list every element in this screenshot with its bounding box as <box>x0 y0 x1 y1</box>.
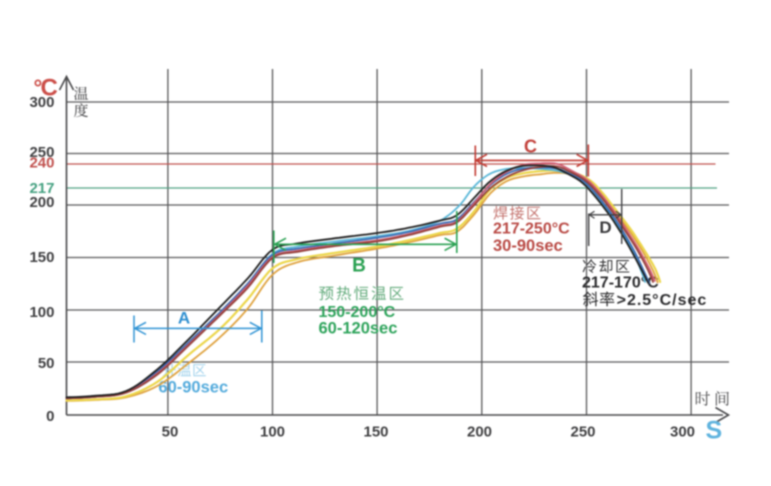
svg-text:300: 300 <box>670 424 695 441</box>
svg-text:D: D <box>599 218 611 237</box>
svg-text:200: 200 <box>467 424 492 441</box>
svg-text:>2.5°C/sec: >2.5°C/sec <box>617 292 708 309</box>
svg-text:A: A <box>178 309 190 328</box>
svg-text:C: C <box>524 137 537 157</box>
svg-text:217-170°C: 217-170°C <box>582 275 659 292</box>
svg-text:60-120sec: 60-120sec <box>319 319 398 337</box>
svg-text:217-250°C: 217-250°C <box>493 220 570 237</box>
svg-text:50: 50 <box>162 424 179 441</box>
svg-text:°: ° <box>34 75 43 100</box>
svg-text:150: 150 <box>29 249 54 266</box>
svg-text:250: 250 <box>29 144 54 161</box>
svg-text:0: 0 <box>46 408 54 425</box>
svg-text:60-90sec: 60-90sec <box>158 378 228 396</box>
svg-text:200: 200 <box>29 194 54 211</box>
svg-text:150: 150 <box>363 424 388 441</box>
svg-text:30-90sec: 30-90sec <box>493 237 563 255</box>
svg-text:C: C <box>41 75 58 102</box>
svg-text:S: S <box>706 417 723 445</box>
svg-text:217: 217 <box>29 180 54 197</box>
svg-text:B: B <box>352 256 366 277</box>
svg-text:300: 300 <box>29 94 54 111</box>
svg-text:100: 100 <box>260 424 285 441</box>
svg-text:50: 50 <box>38 355 55 372</box>
svg-text:100: 100 <box>29 304 54 321</box>
svg-text:150-200°C: 150-200°C <box>319 304 396 321</box>
svg-text:240: 240 <box>29 155 54 172</box>
svg-text:250: 250 <box>570 424 595 441</box>
